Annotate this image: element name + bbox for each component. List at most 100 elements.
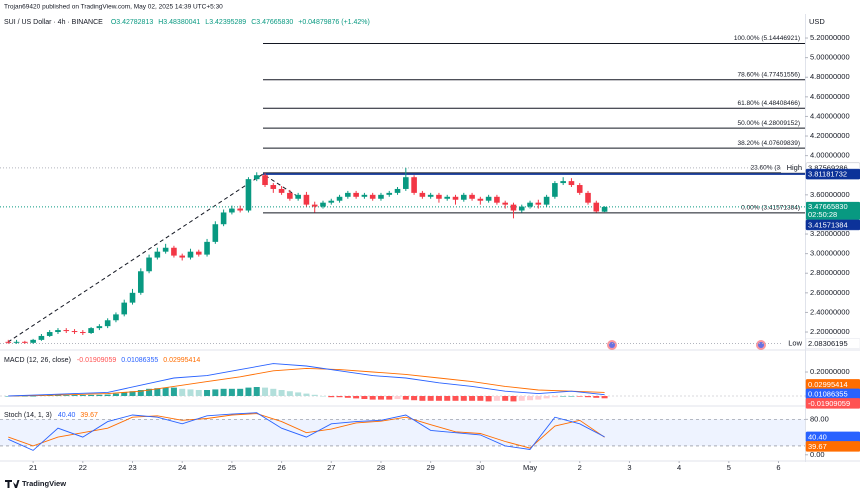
candle-body	[477, 198, 484, 201]
macd-tag: 0.01086355	[808, 389, 848, 398]
currency-label: USD	[809, 17, 825, 26]
x-tick-label: May	[523, 463, 537, 472]
histogram-bar	[195, 390, 202, 397]
histogram-bar	[328, 396, 335, 398]
y-tick-label: 0.20000000	[810, 367, 850, 376]
histogram-bar	[303, 393, 310, 397]
x-tick-label: 25	[228, 463, 236, 472]
y-tick-label: 3.60000000	[810, 190, 850, 199]
y-tick-label: 4.00000000	[810, 151, 850, 160]
candle-body	[328, 200, 335, 203]
candle-body	[436, 194, 442, 199]
candle-body	[427, 194, 434, 197]
fib-label: 23.60% (3.82370	[750, 165, 800, 172]
histogram-bar	[560, 396, 567, 397]
x-tick-label: 24	[178, 463, 186, 472]
y-tick-label: 4.20000000	[810, 131, 850, 140]
fib-label: 78.60% (4.77451556)	[737, 71, 800, 78]
x-tick-label: 4	[677, 463, 681, 472]
ohlc-value: H3.48380041	[158, 19, 200, 26]
x-tick-label: 2	[578, 463, 582, 472]
histogram-bar	[444, 396, 451, 401]
x-tick-label: 27	[327, 463, 335, 472]
histogram-bar	[585, 396, 592, 398]
histogram-bar	[220, 388, 227, 397]
candle-body	[502, 202, 508, 205]
histogram-bar	[411, 396, 418, 401]
histogram-bar	[262, 387, 269, 397]
countdown: 02:50:28	[808, 210, 837, 219]
candle-body	[452, 196, 459, 200]
histogram-bar	[510, 396, 517, 402]
candle-body	[171, 247, 177, 256]
candle-body	[137, 271, 144, 293]
histogram-bar	[179, 388, 186, 397]
candle-body	[336, 196, 343, 201]
candle-body	[204, 241, 210, 255]
histogram-bar	[353, 396, 360, 399]
level-tag-bg	[805, 168, 860, 180]
candle-body	[510, 204, 517, 211]
candle-body	[146, 257, 152, 272]
candle-body	[460, 194, 467, 200]
histogram-bar	[54, 395, 61, 397]
signal-line	[8, 367, 605, 397]
candle-body	[593, 202, 600, 212]
histogram-bar	[88, 394, 95, 397]
signal-tag: 0.02995414	[808, 380, 848, 389]
histogram-bar	[502, 396, 509, 401]
event-icon	[607, 340, 617, 350]
candle-body	[320, 202, 326, 207]
indicator-title: MACD (12, 26, close)	[4, 357, 71, 364]
histogram-bar	[361, 396, 368, 400]
candle-body	[245, 179, 252, 211]
histogram-bar	[601, 396, 608, 399]
d-tag: 39.67	[808, 442, 827, 451]
high-name-bg	[781, 162, 805, 173]
histogram-bar	[104, 394, 111, 397]
candle-body	[154, 251, 161, 258]
candle-body	[80, 332, 86, 334]
histogram-bar	[154, 388, 161, 397]
candle-body	[469, 194, 475, 199]
high-name: High	[787, 163, 802, 172]
candle-body	[345, 192, 351, 197]
histogram-bar	[237, 388, 244, 397]
symbol-title: SUI / US Dollar · 4h · BINANCE	[4, 19, 103, 26]
d-value: 39.67	[80, 412, 98, 419]
x-tick-label: 21	[29, 463, 37, 472]
candle-body	[386, 192, 393, 195]
x-tick-label: 30	[476, 463, 484, 472]
histogram-bar	[96, 394, 103, 397]
d-line	[8, 413, 605, 449]
candle-body	[71, 331, 78, 333]
candle-body	[5, 341, 12, 343]
candle-body	[543, 196, 550, 205]
x-tick-label: 28	[377, 463, 385, 472]
histogram-bar	[527, 396, 534, 401]
candle-body	[104, 320, 111, 327]
fib-label: 38.20% (4.07609839)	[737, 140, 800, 147]
histogram-bar	[386, 396, 393, 400]
ohlc-value: O3.42782813	[111, 19, 154, 26]
candle-body	[485, 196, 492, 201]
y-tick-label: 5.20000000	[810, 33, 850, 42]
candle-body	[527, 202, 533, 207]
candle-body	[30, 339, 36, 343]
histogram-bar	[477, 396, 484, 401]
candle-body	[369, 194, 376, 199]
histogram-bar	[593, 396, 600, 398]
histogram-bar	[112, 393, 119, 397]
histogram-bar	[311, 394, 318, 397]
candle-body	[353, 192, 359, 197]
high-tag: 3.87569286	[808, 163, 848, 172]
candle-body	[13, 341, 20, 343]
candle-body	[237, 208, 243, 211]
fib-label: 61.80% (4.48408466)	[737, 100, 800, 107]
histogram-bar	[187, 389, 194, 397]
low-tag-bg	[805, 338, 860, 349]
y-tick-label: 0.00	[810, 450, 825, 459]
histogram-bar	[212, 389, 219, 397]
